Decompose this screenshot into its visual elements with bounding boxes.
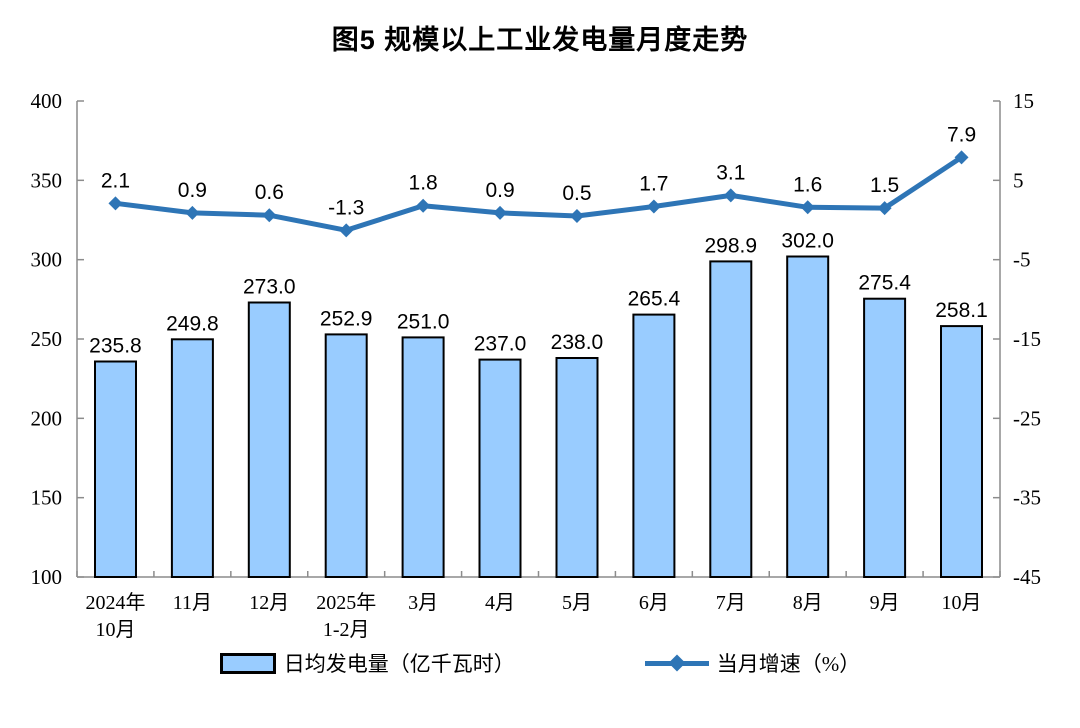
line-marker-diamond-icon [954, 150, 969, 165]
right-axis-tick-label: 15 [1013, 89, 1034, 113]
bar-value-label: 235.8 [89, 335, 142, 358]
line-marker-diamond-icon [800, 200, 815, 215]
line-value-label: 0.6 [255, 181, 284, 204]
line-marker-diamond-icon [262, 208, 277, 223]
x-axis-category-label: 1-2月 [323, 619, 370, 641]
line-marker-diamond-icon [108, 196, 123, 211]
left-axis-tick-label: 350 [31, 168, 63, 192]
line-value-label: -1.3 [328, 196, 364, 219]
x-axis-category-label: 11月 [173, 592, 212, 614]
bar-value-label: 237.0 [474, 333, 527, 356]
line-marker-diamond-icon [493, 205, 508, 220]
right-axis-tick-label: -35 [1013, 486, 1041, 510]
right-axis-tick-label: -25 [1013, 406, 1041, 430]
line-value-label: 1.7 [639, 173, 668, 196]
right-axis-tick-label: 5 [1013, 168, 1024, 192]
x-axis-category-label: 2024年 [85, 591, 145, 614]
bar [632, 313, 676, 578]
line-value-label: 0.9 [178, 179, 207, 202]
bar-swatch-icon [219, 652, 276, 674]
x-axis-category-label: 2025年 [316, 591, 376, 614]
x-axis-category-label: 5月 [562, 592, 592, 614]
line-swatch-icon [644, 654, 709, 672]
line-marker-diamond-icon [416, 198, 431, 213]
legend-label-line-series: 当月增速（%） [716, 652, 861, 676]
left-axis-tick-label: 150 [31, 486, 63, 510]
x-axis-category-label: 7月 [716, 592, 746, 614]
bar-value-label: 251.0 [397, 310, 450, 333]
bar-value-label: 249.8 [166, 312, 219, 335]
bar-value-label: 265.4 [628, 288, 681, 311]
bar [709, 260, 753, 578]
right-axis-tick-label: -45 [1013, 565, 1041, 589]
left-axis-tick-label: 250 [31, 327, 63, 351]
line-marker-diamond-icon [723, 188, 738, 203]
line-value-label: 0.5 [562, 182, 591, 205]
bar-value-label: 275.4 [858, 272, 911, 295]
bar [940, 325, 983, 578]
growth-line [113, 154, 964, 233]
x-axis-category-label: 10月 [95, 619, 135, 641]
x-axis-category-label: 3月 [408, 592, 438, 614]
bar-value-label: 302.0 [781, 230, 834, 253]
x-axis-category-label: 6月 [639, 592, 669, 614]
line-value-label: 1.6 [793, 173, 822, 196]
line-value-label: 0.9 [485, 179, 514, 202]
x-axis-category-label: 4月 [485, 592, 515, 614]
bar [863, 297, 907, 578]
bar [94, 360, 137, 578]
left-axis-tick-label: 400 [31, 89, 63, 113]
line-marker-diamond-icon [185, 205, 200, 220]
bar-value-label: 238.0 [551, 331, 604, 354]
line-value-label: 1.5 [870, 174, 899, 197]
left-axis-tick-label: 200 [31, 406, 63, 430]
bar [401, 336, 445, 578]
line-value-label: 2.1 [101, 169, 130, 192]
x-axis-category-label: 10月 [942, 592, 982, 614]
bar-value-label: 298.9 [705, 234, 758, 257]
x-axis-category-label: 8月 [793, 592, 823, 614]
line-value-label: 1.8 [409, 172, 438, 195]
x-axis-category-label: 12月 [249, 592, 289, 614]
line-marker-diamond-icon [646, 199, 661, 214]
legend-label-bar-series: 日均发电量（亿千瓦时） [283, 652, 515, 676]
bar [478, 358, 522, 578]
right-axis-tick-label: -5 [1013, 248, 1031, 272]
bar [247, 301, 291, 578]
bar [555, 357, 599, 578]
line-marker-diamond-icon [877, 201, 892, 216]
line-value-label: 7.9 [947, 123, 976, 146]
left-axis-tick-label: 300 [31, 248, 63, 272]
x-axis-category-label: 9月 [870, 592, 900, 614]
legend-item-line-series: 当月增速（%） [644, 648, 861, 678]
bar-value-label: 273.0 [243, 276, 296, 299]
legend: 日均发电量（亿千瓦时） 当月增速（%） [0, 648, 1080, 678]
line-swatch-diamond-icon [668, 654, 686, 672]
bar-value-label: 252.9 [320, 307, 373, 330]
line-marker-diamond-icon [339, 223, 354, 238]
bar [324, 333, 368, 578]
line-value-label: 3.1 [716, 161, 745, 184]
bar [170, 338, 214, 578]
left-axis-tick-label: 100 [31, 565, 63, 589]
chart-title: 图5 规模以上工业发电量月度走势 [331, 25, 749, 55]
legend-item-bar-series: 日均发电量（亿千瓦时） [219, 648, 515, 678]
bar-value-label: 258.1 [935, 299, 988, 322]
right-axis-tick-label: -15 [1013, 327, 1041, 351]
bar [786, 255, 830, 578]
line-marker-diamond-icon [569, 209, 584, 224]
